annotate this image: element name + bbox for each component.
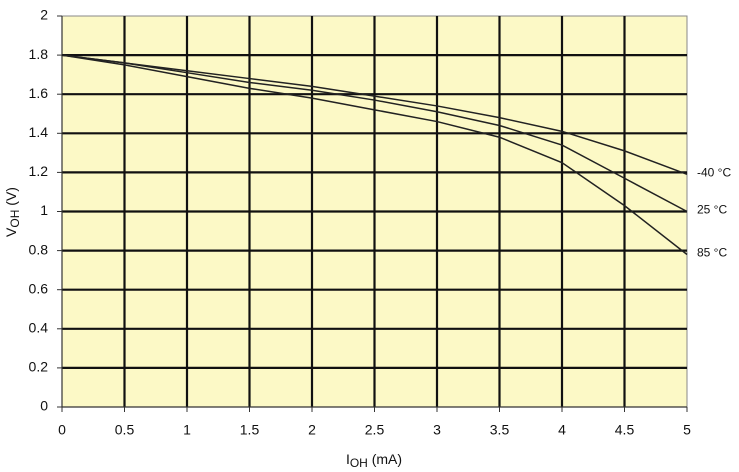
- x-tick-label: 3: [433, 422, 441, 438]
- series-line: [61, 54, 688, 213]
- series-label: 25 °C: [697, 203, 727, 217]
- y-tick-label: 1.6: [29, 85, 49, 101]
- y-tick-label: 2: [40, 7, 48, 23]
- y-tick-label: 0.4: [29, 320, 49, 336]
- x-tick-label: 4: [558, 422, 566, 438]
- series-label: 85 °C: [697, 246, 727, 260]
- series-line: [61, 54, 688, 176]
- y-tick-label: 1: [40, 202, 48, 218]
- x-tick-label: 1: [183, 422, 191, 438]
- x-tick-label: 2.5: [365, 422, 385, 438]
- x-tick-label: 0.5: [115, 422, 135, 438]
- y-axis-label-sub: OH: [8, 210, 22, 228]
- y-tick-label: 0.6: [29, 280, 49, 296]
- y-axis-label: VOH (V): [3, 187, 22, 237]
- x-tick-label: 1.5: [240, 422, 260, 438]
- y-tick-label: 0.8: [29, 241, 49, 257]
- y-tick-label: 1.2: [29, 163, 49, 179]
- x-axis-label-unit: (mA): [368, 451, 402, 467]
- series-label: -40 °C: [697, 166, 731, 180]
- x-tick-label: 2: [308, 422, 316, 438]
- x-axis-label: IOH (mA): [346, 451, 402, 470]
- x-axis-label-sub: OH: [350, 456, 368, 470]
- y-tick-label: 0: [40, 398, 48, 414]
- y-tick-label: 1.8: [29, 46, 49, 62]
- x-tick-label: 3.5: [490, 422, 510, 438]
- x-tick-label: 4.5: [615, 422, 635, 438]
- x-tick-label: 0: [58, 422, 66, 438]
- y-axis-label-main: V: [3, 227, 19, 237]
- x-axis-label-main: I: [346, 451, 350, 467]
- y-axis-label-unit: (V): [3, 187, 19, 210]
- series-line: [61, 54, 688, 256]
- x-tick-label: 5: [683, 422, 691, 438]
- y-tick-label: 1.4: [29, 124, 49, 140]
- y-tick-label: 0.2: [29, 359, 49, 375]
